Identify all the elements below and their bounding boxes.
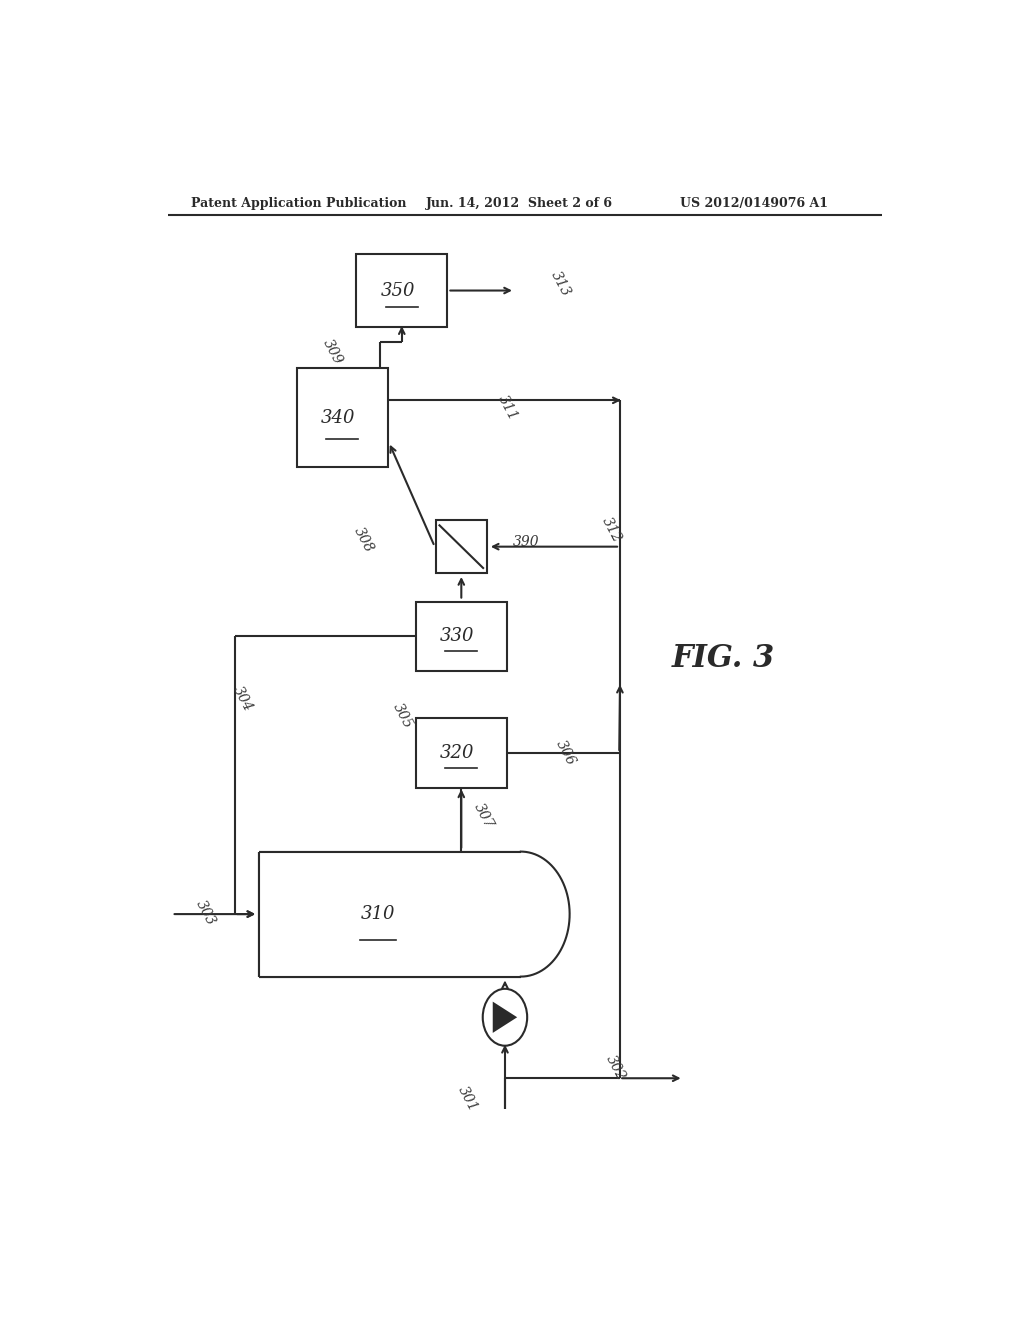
Polygon shape xyxy=(493,1002,517,1034)
Text: 303: 303 xyxy=(194,898,218,928)
Text: 302: 302 xyxy=(603,1053,628,1084)
Text: 304: 304 xyxy=(230,684,256,714)
Text: 308: 308 xyxy=(351,524,376,554)
Text: 301: 301 xyxy=(456,1084,480,1114)
Text: FIG. 3: FIG. 3 xyxy=(672,643,775,673)
Bar xyxy=(416,602,507,671)
Text: 311: 311 xyxy=(495,392,520,422)
Text: Jun. 14, 2012  Sheet 2 of 6: Jun. 14, 2012 Sheet 2 of 6 xyxy=(426,197,612,210)
Bar xyxy=(435,520,487,573)
Text: 310: 310 xyxy=(360,906,395,923)
Text: 305: 305 xyxy=(390,701,415,730)
Text: 307: 307 xyxy=(471,801,496,832)
Bar xyxy=(259,851,521,977)
Text: 340: 340 xyxy=(322,409,355,426)
Text: 306: 306 xyxy=(554,738,579,768)
Text: 320: 320 xyxy=(440,744,474,762)
Text: Patent Application Publication: Patent Application Publication xyxy=(191,197,407,210)
Text: US 2012/0149076 A1: US 2012/0149076 A1 xyxy=(680,197,827,210)
Text: 309: 309 xyxy=(321,337,345,367)
Circle shape xyxy=(482,989,527,1045)
Bar xyxy=(297,368,388,467)
Text: 313: 313 xyxy=(548,268,573,298)
Bar xyxy=(416,718,507,788)
Text: 350: 350 xyxy=(381,281,415,300)
Text: 330: 330 xyxy=(440,627,474,645)
Text: 390: 390 xyxy=(513,535,540,549)
Text: 312: 312 xyxy=(600,515,625,544)
Bar xyxy=(356,253,447,327)
